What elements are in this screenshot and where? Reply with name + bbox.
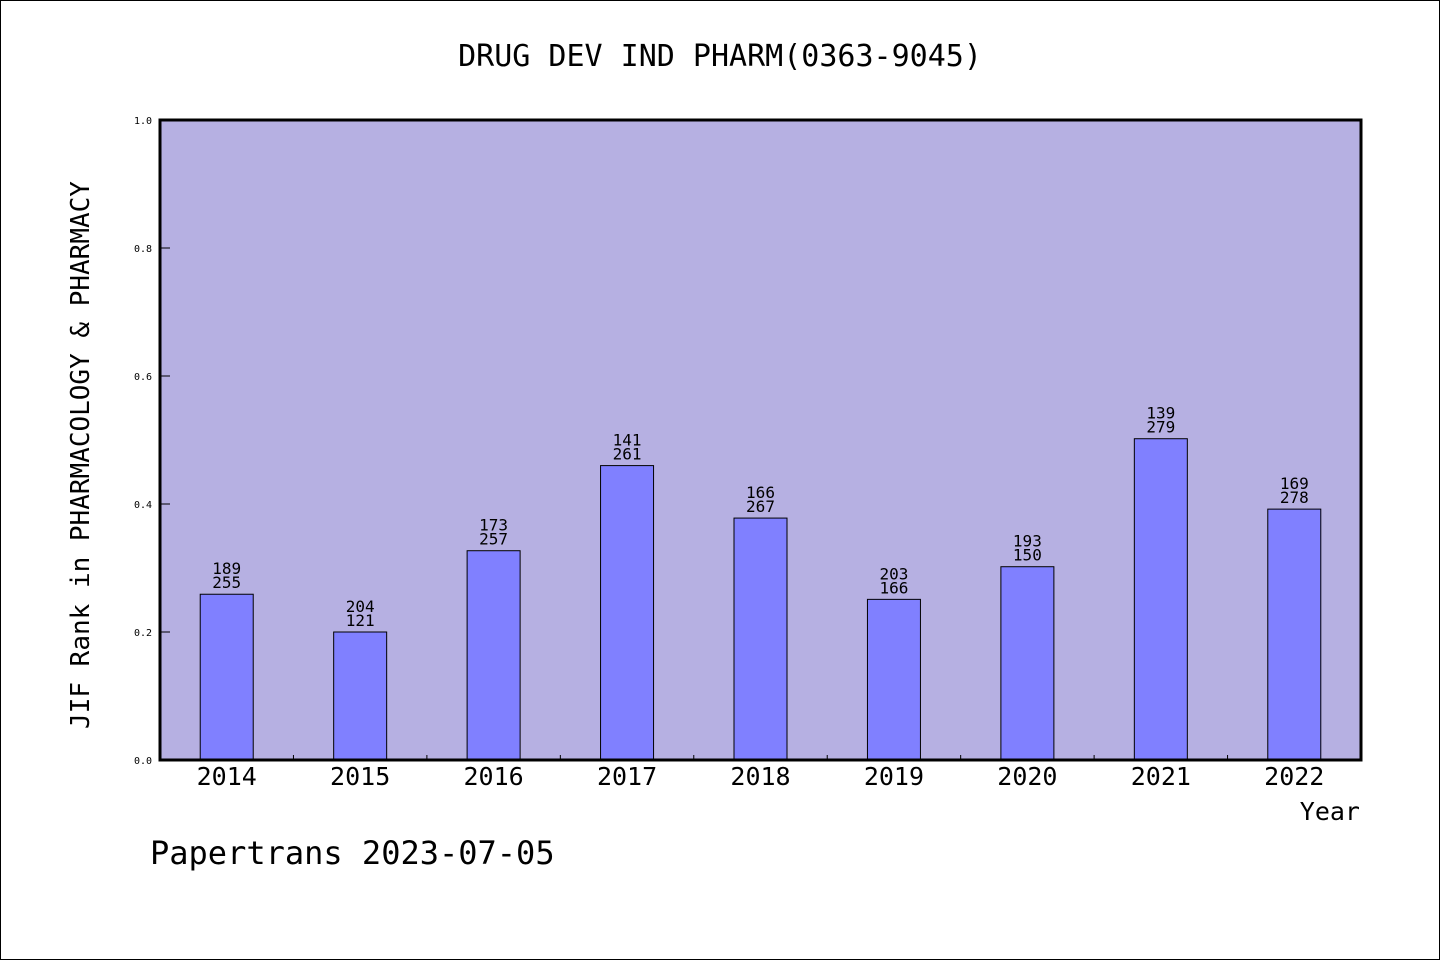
bar-label-bottom-2021: 279	[1146, 418, 1175, 437]
bar-label-bottom-2014: 255	[212, 573, 241, 592]
y-tick-label: 0.0	[134, 756, 152, 767]
bar-label-top-2018: 166	[746, 483, 775, 502]
y-tick-label: 0.6	[134, 372, 152, 383]
bar-label-bottom-2017: 261	[613, 445, 642, 464]
bar-2021	[1133, 438, 1188, 761]
y-axis-label: JIF Rank in PHARMACOLOGY & PHARMACY	[66, 181, 96, 729]
bar-label-top-2014: 189	[212, 559, 241, 578]
plot-border	[158, 118, 1363, 762]
bar-label-top-2017: 141	[613, 431, 642, 450]
x-tick-label-2016: 2016	[464, 762, 524, 791]
chart-title: DRUG DEV IND PHARM(0363-9045)	[458, 39, 982, 74]
x-axis-label: Year	[1300, 797, 1360, 826]
bar-2018	[733, 517, 788, 761]
y-tick-label: 1.0	[134, 116, 152, 127]
x-tick-label-2019: 2019	[864, 762, 924, 791]
x-axis-ticks: 2014 2015 2016 2017 2018 2019 2020 2021 2022	[197, 755, 1324, 791]
bar-2020	[1000, 566, 1055, 761]
bar-2019	[866, 598, 921, 761]
bar-group: 1892552041211732571412611662672031661931…	[199, 404, 1322, 761]
x-tick-label-2021: 2021	[1131, 762, 1191, 791]
bar-label-bottom-2022: 278	[1280, 488, 1309, 507]
bar-2015	[333, 631, 388, 761]
bar-label-bottom-2015: 121	[346, 611, 375, 630]
bar-label-top-2016: 173	[479, 516, 508, 535]
x-tick-label-2018: 2018	[730, 762, 790, 791]
footer-credit: Papertrans 2023-07-05	[150, 834, 555, 872]
x-tick-label-2022: 2022	[1264, 762, 1324, 791]
bar-label-bottom-2016: 257	[479, 530, 508, 549]
y-tick-label: 0.4	[134, 500, 152, 511]
bar-2022	[1267, 508, 1322, 761]
bar-label-bottom-2019: 166	[879, 578, 908, 597]
x-tick-label-2015: 2015	[330, 762, 390, 791]
bar-2014	[199, 593, 254, 761]
x-tick-label-2017: 2017	[597, 762, 657, 791]
bar-label-top-2022: 169	[1280, 474, 1309, 493]
bar-label-top-2015: 204	[346, 597, 375, 616]
bar-label-top-2020: 193	[1013, 532, 1042, 551]
bar-label-top-2019: 203	[879, 564, 908, 583]
x-tick-label-2014: 2014	[197, 762, 257, 791]
bar-2016	[466, 550, 521, 761]
bar-label-bottom-2020: 150	[1013, 546, 1042, 565]
bar-label-top-2021: 139	[1146, 404, 1175, 423]
y-tick-label: 0.8	[134, 244, 152, 255]
bar-label-bottom-2018: 267	[746, 497, 775, 516]
bar-2017	[600, 465, 655, 761]
x-tick-label-2020: 2020	[997, 762, 1057, 791]
y-tick-label: 0.2	[134, 628, 152, 639]
